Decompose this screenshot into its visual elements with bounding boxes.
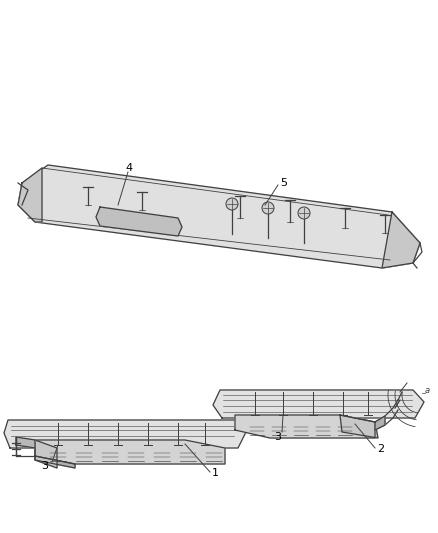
- Text: 5: 5: [280, 178, 287, 188]
- Polygon shape: [35, 440, 57, 468]
- Polygon shape: [18, 168, 42, 222]
- Polygon shape: [4, 420, 246, 448]
- Circle shape: [226, 198, 238, 210]
- Text: 1: 1: [212, 468, 219, 478]
- Polygon shape: [35, 456, 75, 468]
- Polygon shape: [16, 437, 35, 448]
- Circle shape: [262, 202, 274, 214]
- Polygon shape: [18, 165, 420, 268]
- Polygon shape: [213, 390, 424, 418]
- Circle shape: [298, 207, 310, 219]
- Polygon shape: [96, 207, 182, 236]
- Polygon shape: [35, 440, 225, 464]
- Text: 3: 3: [275, 432, 282, 442]
- Text: 4: 4: [125, 163, 132, 173]
- Polygon shape: [235, 415, 375, 438]
- Polygon shape: [375, 416, 385, 430]
- Text: 3: 3: [42, 461, 49, 471]
- Text: a: a: [425, 386, 430, 395]
- Polygon shape: [382, 212, 420, 268]
- Text: 2: 2: [377, 444, 384, 454]
- Polygon shape: [340, 415, 378, 438]
